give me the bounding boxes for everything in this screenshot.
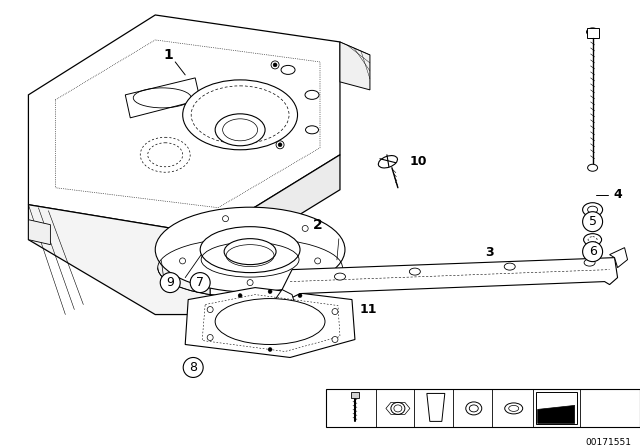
Polygon shape (609, 248, 628, 267)
Polygon shape (210, 155, 340, 270)
Ellipse shape (305, 90, 319, 99)
Text: 1: 1 (163, 48, 173, 62)
Circle shape (302, 225, 308, 232)
Polygon shape (28, 15, 340, 235)
Ellipse shape (466, 402, 482, 415)
Ellipse shape (281, 65, 295, 74)
Ellipse shape (410, 268, 420, 275)
Circle shape (207, 306, 213, 313)
Circle shape (268, 348, 272, 352)
Ellipse shape (587, 28, 598, 36)
Ellipse shape (224, 239, 276, 265)
Text: 9: 9 (166, 276, 174, 289)
Text: 00171551: 00171551 (586, 438, 632, 447)
Ellipse shape (584, 259, 595, 266)
Ellipse shape (335, 273, 346, 280)
Text: 7: 7 (415, 392, 421, 401)
Text: 8: 8 (376, 392, 383, 401)
Text: 4: 4 (614, 188, 622, 201)
Ellipse shape (582, 202, 603, 217)
Polygon shape (536, 392, 577, 424)
Text: 10: 10 (409, 155, 427, 168)
Ellipse shape (378, 155, 397, 168)
Circle shape (160, 272, 180, 293)
Circle shape (332, 336, 338, 343)
Text: 2: 2 (313, 218, 323, 232)
Circle shape (190, 272, 210, 293)
Text: 9: 9 (335, 392, 341, 401)
Text: 6: 6 (589, 245, 596, 258)
Text: 11: 11 (359, 303, 377, 316)
Circle shape (247, 280, 253, 285)
Text: 5: 5 (589, 215, 596, 228)
Polygon shape (28, 205, 210, 314)
Ellipse shape (215, 114, 265, 146)
Polygon shape (326, 389, 639, 427)
Polygon shape (351, 392, 359, 398)
Ellipse shape (588, 164, 598, 171)
Ellipse shape (215, 298, 325, 345)
Ellipse shape (305, 126, 319, 134)
Polygon shape (538, 405, 575, 423)
Ellipse shape (200, 227, 300, 272)
Circle shape (582, 241, 603, 262)
Polygon shape (125, 78, 200, 118)
Ellipse shape (584, 234, 602, 246)
Polygon shape (28, 220, 51, 245)
Circle shape (180, 258, 186, 264)
Polygon shape (282, 258, 618, 300)
Polygon shape (275, 289, 295, 318)
Circle shape (273, 63, 277, 67)
Circle shape (183, 358, 203, 378)
Ellipse shape (505, 403, 523, 414)
Circle shape (582, 212, 603, 232)
Text: 5: 5 (493, 392, 500, 401)
Ellipse shape (156, 207, 345, 292)
Circle shape (271, 61, 279, 69)
Circle shape (278, 143, 282, 147)
Ellipse shape (391, 402, 405, 414)
Circle shape (207, 335, 213, 340)
Circle shape (238, 293, 242, 297)
Ellipse shape (504, 263, 515, 270)
Text: 8: 8 (189, 361, 197, 374)
Circle shape (298, 293, 302, 297)
Text: 7: 7 (196, 276, 204, 289)
Circle shape (268, 289, 272, 293)
Polygon shape (340, 42, 370, 90)
Polygon shape (587, 28, 598, 38)
Circle shape (276, 141, 284, 149)
Text: 3: 3 (486, 246, 494, 259)
Ellipse shape (182, 80, 298, 150)
Circle shape (223, 215, 228, 222)
Circle shape (332, 309, 338, 314)
Text: 6: 6 (453, 392, 460, 401)
Polygon shape (427, 393, 445, 422)
Circle shape (315, 258, 321, 264)
Polygon shape (185, 288, 355, 358)
